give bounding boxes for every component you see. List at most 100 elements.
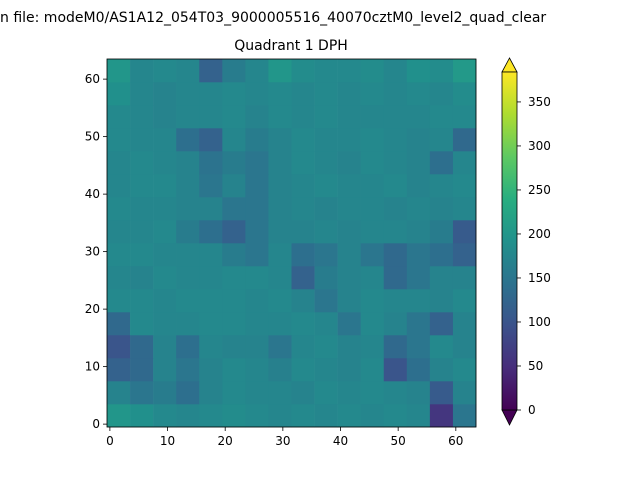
heatmap-cell — [360, 358, 385, 382]
heatmap-cell — [153, 151, 177, 175]
x-tick-label: 0 — [106, 434, 114, 448]
heatmap-cell — [130, 220, 154, 244]
heatmap-cell — [383, 243, 408, 267]
heatmap-cell — [337, 266, 361, 290]
colorbar-tick-label: 300 — [528, 139, 551, 153]
heatmap-cell — [291, 381, 315, 405]
heatmap-cell — [452, 197, 477, 221]
heatmap-cell — [130, 266, 154, 290]
heatmap-cell — [245, 358, 269, 382]
heatmap-cell — [429, 289, 454, 313]
heatmap-cell — [107, 59, 131, 83]
heatmap-cell — [199, 289, 223, 313]
heatmap-cell — [268, 82, 292, 106]
x-tick-label: 50 — [391, 434, 406, 448]
heatmap-cell — [268, 289, 292, 313]
heatmap-cell — [176, 128, 200, 152]
heatmap-cell — [383, 266, 408, 290]
heatmap-cell — [452, 266, 477, 290]
heatmap-cell — [406, 404, 431, 428]
colorbar-tick-label: 0 — [528, 403, 536, 417]
heatmap-cell — [153, 266, 177, 290]
heatmap-cell — [199, 128, 223, 152]
heatmap-cell — [245, 243, 269, 267]
heatmap-cell — [291, 128, 315, 152]
heatmap-cell — [360, 174, 385, 198]
heatmap-cell — [153, 82, 177, 106]
heatmap-cell — [406, 105, 431, 129]
heatmap-cell — [130, 151, 154, 175]
heatmap-cell — [153, 220, 177, 244]
heatmap-cell — [360, 59, 385, 83]
heatmap-cell — [314, 243, 338, 267]
chart-title: n file: modeM0/AS1A12_054T03_9000005516_… — [0, 10, 546, 26]
heatmap-cell — [406, 243, 431, 267]
heatmap-cell — [452, 128, 477, 152]
heatmap-cell — [291, 358, 315, 382]
heatmap-cell — [107, 197, 131, 221]
colorbar-tick-label: 200 — [528, 227, 551, 241]
heatmap-cell — [429, 82, 454, 106]
heatmap-cell — [383, 151, 408, 175]
heatmap-cell — [406, 128, 431, 152]
heatmap-cell — [130, 358, 154, 382]
heatmap-cell — [268, 358, 292, 382]
colorbar-tick-label: 50 — [528, 359, 543, 373]
heatmap-cell — [406, 289, 431, 313]
heatmap-cell — [176, 59, 200, 83]
heatmap-cell — [130, 59, 154, 83]
heatmap-cell — [291, 59, 315, 83]
heatmap-cell — [360, 197, 385, 221]
heatmap-cell — [176, 151, 200, 175]
heatmap-cell — [107, 335, 131, 359]
heatmap-cell — [176, 82, 200, 106]
heatmap-cell — [406, 335, 431, 359]
heatmap-cell — [314, 82, 338, 106]
colorbar-tick-label: 150 — [528, 271, 551, 285]
heatmap-cell — [314, 381, 338, 405]
heatmap-cell — [337, 335, 361, 359]
heatmap-cell — [360, 404, 385, 428]
heatmap-cell — [199, 266, 223, 290]
y-tick-label: 50 — [85, 130, 100, 144]
heatmap-cell — [199, 358, 223, 382]
heatmap-cell — [429, 312, 454, 336]
heatmap-cell — [153, 335, 177, 359]
heatmap-cell — [153, 381, 177, 405]
heatmap-cell — [314, 59, 338, 83]
heatmap-cell — [314, 335, 338, 359]
heatmap-cell — [429, 174, 454, 198]
heatmap-cell — [429, 381, 454, 405]
heatmap-cell — [360, 381, 385, 405]
heatmap-cell — [429, 266, 454, 290]
heatmap-cell — [245, 128, 269, 152]
heatmap-cell — [245, 220, 269, 244]
heatmap-cell — [383, 312, 408, 336]
heatmap-cell — [222, 289, 246, 313]
heatmap-cell — [245, 174, 269, 198]
heatmap-cell — [360, 243, 385, 267]
heatmap-cell — [406, 266, 431, 290]
heatmap-cell — [222, 105, 246, 129]
heatmap-cell — [199, 381, 223, 405]
heatmap-cell — [314, 197, 338, 221]
heatmap-cell — [176, 312, 200, 336]
heatmap-cell — [291, 151, 315, 175]
heatmap-cell — [383, 197, 408, 221]
heatmap-cell — [291, 243, 315, 267]
heatmap-cell — [130, 289, 154, 313]
heatmap-cell — [268, 151, 292, 175]
heatmap-cell — [383, 59, 408, 83]
heatmap-cell — [199, 59, 223, 83]
heatmap-cell — [130, 197, 154, 221]
heatmap-cell — [337, 59, 361, 83]
heatmap-cell — [245, 197, 269, 221]
heatmap-cell — [153, 358, 177, 382]
heatmap-cell — [383, 404, 408, 428]
heatmap-cell — [383, 335, 408, 359]
heatmap-cell — [291, 197, 315, 221]
heatmap-cell — [222, 381, 246, 405]
heatmap-cell — [153, 105, 177, 129]
heatmap-cell — [337, 151, 361, 175]
heatmap-cell — [314, 220, 338, 244]
